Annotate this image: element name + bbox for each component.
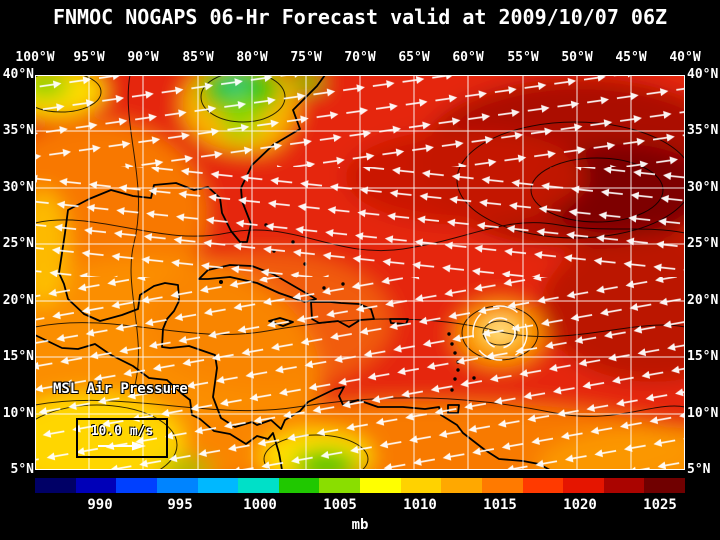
colorbar-segment (156, 478, 198, 493)
lon-tick-label: 45°W (615, 50, 647, 65)
colorbar-segment (360, 478, 401, 493)
lat-tick-label: 40°N (2, 67, 34, 82)
colorbar-tick-label: 990 (87, 497, 113, 513)
lon-tick-label: 95°W (73, 50, 105, 65)
wind-arrows (35, 75, 685, 470)
lat-tick-label: 20°N (687, 293, 719, 308)
colorbar-tick-label: 1020 (563, 497, 597, 513)
colorbar-tick-label: 1005 (323, 497, 357, 513)
lat-tick-label: 5°N (687, 462, 711, 477)
lat-tick-label: 10°N (2, 406, 34, 421)
lon-tick-label: 80°W (236, 50, 268, 65)
lon-tick-label: 70°W (344, 50, 376, 65)
colorbar-segment (441, 478, 482, 493)
lon-tick-label: 85°W (182, 50, 214, 65)
colorbar-segment (35, 478, 76, 493)
map-border (35, 75, 685, 470)
lon-tick-label: 90°W (127, 50, 159, 65)
lon-tick-label: 75°W (290, 50, 322, 65)
lon-tick-label: 60°W (452, 50, 484, 65)
lon-tick-label: 100°W (15, 50, 55, 65)
field-label: MSL Air Pressure (53, 381, 188, 397)
cyclone-swirl-icon (484, 317, 516, 349)
lon-tick-label: 50°W (561, 50, 593, 65)
colorbar-segment (481, 478, 523, 493)
wind-speed-legend: 10.0 m/s (76, 418, 168, 458)
lat-tick-label: 30°N (687, 180, 719, 195)
colorbar-segment (238, 478, 279, 493)
colorbar-segment (644, 478, 685, 493)
colorbar-segment (319, 478, 360, 493)
colorbar-tick-label: 1025 (643, 497, 677, 513)
colorbar-unit: mb (351, 517, 369, 533)
colorbar-segment (278, 478, 320, 493)
wind-reference-label: 10.0 m/s (90, 424, 154, 439)
lat-tick-label: 5°N (10, 462, 34, 477)
lat-tick-label: 10°N (687, 406, 719, 421)
lat-tick-label: 20°N (2, 293, 34, 308)
chart-title: FNMOC NOGAPS 06-Hr Forecast valid at 200… (52, 5, 668, 29)
lat-tick-label: 25°N (2, 236, 34, 251)
colorbar-tick-label: 1010 (403, 497, 437, 513)
lat-tick-label: 30°N (2, 180, 34, 195)
lat-tick-label: 15°N (687, 349, 719, 364)
colorbar-segment (400, 478, 442, 493)
colorbar-tick-label: 1015 (483, 497, 517, 513)
lat-tick-label: 15°N (2, 349, 34, 364)
colorbar-segment (522, 478, 564, 493)
pressure-map (35, 75, 685, 470)
lat-tick-label: 40°N (687, 67, 719, 82)
colorbar-segment (75, 478, 117, 493)
colorbar (35, 478, 685, 493)
wind-reference-arrow-icon (98, 441, 146, 451)
lat-tick-label: 25°N (687, 236, 719, 251)
lat-tick-label: 35°N (687, 123, 719, 138)
lon-tick-label: 40°W (669, 50, 701, 65)
colorbar-segment (197, 478, 239, 493)
lon-tick-label: 65°W (398, 50, 430, 65)
lon-tick-label: 55°W (507, 50, 539, 65)
lat-tick-label: 35°N (2, 123, 34, 138)
colorbar-tick-label: 1000 (243, 497, 277, 513)
colorbar-tick-label: 995 (167, 497, 193, 513)
colorbar-segment (603, 478, 645, 493)
colorbar-segment (116, 478, 157, 493)
colorbar-segment (563, 478, 604, 493)
